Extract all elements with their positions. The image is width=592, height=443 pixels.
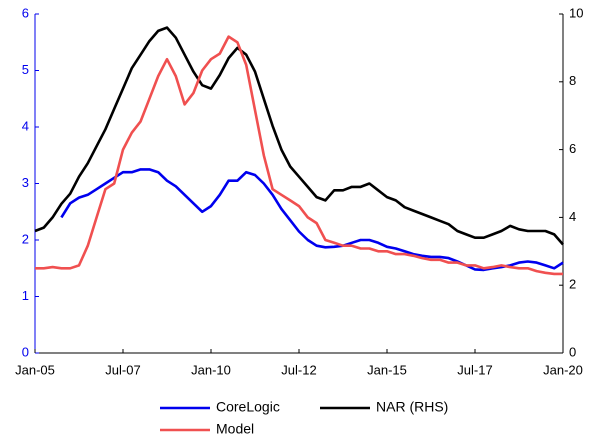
y2-tick-label: 8: [569, 73, 576, 88]
series-line: [35, 35, 563, 276]
y-tick-label: 6: [22, 5, 29, 20]
x-tick-label: Jul-07: [105, 362, 140, 377]
x-tick-label: Jul-17: [457, 362, 492, 377]
x-tick-label: Jan-10: [191, 362, 231, 377]
legend-label: Model: [216, 421, 254, 437]
y2-tick-label: 4: [569, 209, 576, 224]
y-tick-label: 4: [22, 118, 29, 133]
series-line: [60, 168, 564, 272]
series-line: [34, 26, 564, 246]
y2-tick-label: 0: [569, 344, 576, 359]
x-tick-label: Jul-12: [281, 362, 316, 377]
y-tick-label: 1: [22, 288, 29, 303]
x-tick-label: Jan-15: [367, 362, 407, 377]
legend-label: NAR (RHS): [376, 399, 448, 415]
y2-tick-label: 10: [569, 5, 583, 20]
y-tick-label: 0: [22, 344, 29, 359]
x-tick-label: Jan-20: [543, 362, 583, 377]
legend-label: CoreLogic: [216, 399, 280, 415]
y2-tick-label: 2: [569, 277, 576, 292]
y-tick-label: 5: [22, 62, 29, 77]
x-tick-label: Jan-05: [15, 362, 55, 377]
y2-tick-label: 6: [569, 141, 576, 156]
y-tick-label: 3: [22, 175, 29, 190]
y-tick-label: 2: [22, 231, 29, 246]
